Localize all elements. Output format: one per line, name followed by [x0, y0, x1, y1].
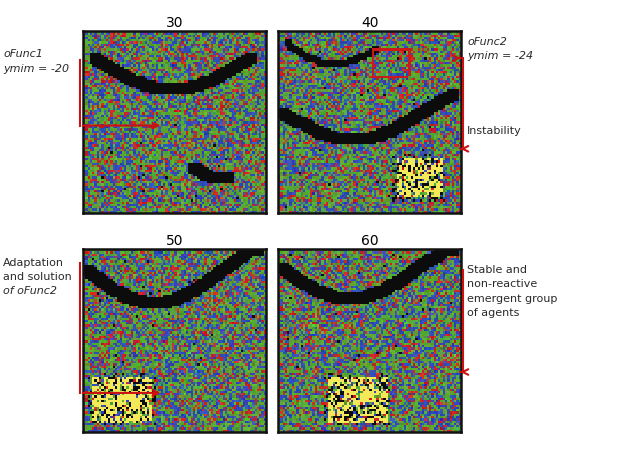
Text: and solution: and solution — [3, 272, 72, 282]
Text: non-reactive: non-reactive — [467, 279, 538, 289]
Text: Instability: Instability — [467, 126, 522, 136]
Title: 30: 30 — [166, 16, 183, 30]
Text: ymim = -24: ymim = -24 — [467, 51, 533, 61]
Title: 60: 60 — [361, 234, 378, 248]
Text: oFunc1: oFunc1 — [3, 49, 43, 59]
Title: 50: 50 — [166, 234, 183, 248]
Text: of oFunc2: of oFunc2 — [3, 286, 57, 296]
Text: Adaptation: Adaptation — [3, 258, 64, 268]
Text: of agents: of agents — [467, 308, 520, 318]
Title: 40: 40 — [361, 16, 378, 30]
Text: Stable and: Stable and — [467, 265, 527, 275]
Text: oFunc2: oFunc2 — [467, 37, 507, 47]
Text: ymim = -20: ymim = -20 — [3, 64, 69, 74]
Text: emergent group: emergent group — [467, 294, 557, 304]
